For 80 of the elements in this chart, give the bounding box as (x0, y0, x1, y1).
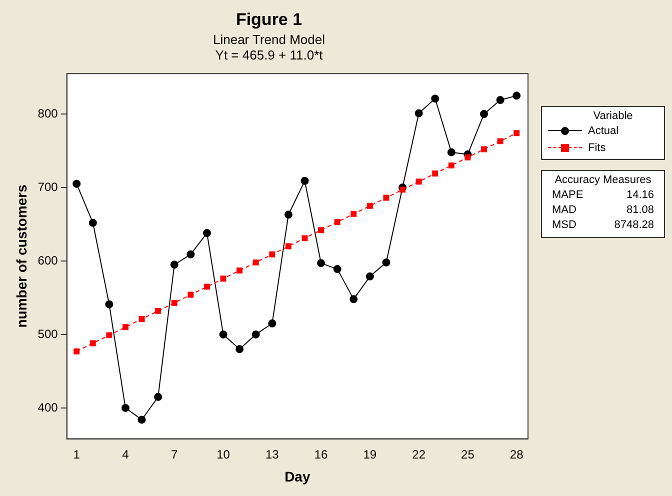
point (236, 345, 244, 354)
point (400, 186, 406, 193)
point (121, 404, 130, 412)
point (334, 219, 340, 226)
point (219, 330, 228, 338)
point (512, 92, 521, 100)
point (414, 109, 423, 118)
point (252, 259, 259, 266)
y-tick-label: 400 (38, 400, 58, 414)
x-tick-label: 10 (216, 447, 230, 462)
point (268, 319, 276, 328)
point (105, 300, 114, 308)
point (204, 284, 210, 290)
point (252, 330, 260, 338)
point (170, 260, 178, 269)
point (154, 392, 162, 401)
point (480, 110, 488, 118)
point (318, 227, 324, 234)
point (155, 308, 162, 314)
x-tick-label: 25 (461, 447, 475, 462)
point (284, 210, 292, 219)
point (448, 162, 454, 168)
point (300, 176, 309, 185)
point (138, 316, 145, 322)
point (496, 96, 504, 104)
point (497, 138, 504, 144)
legend-label: Fits (588, 142, 606, 154)
y-tick-label: 500 (38, 326, 58, 341)
point (366, 202, 373, 209)
point (464, 154, 471, 160)
y-tick-label: 800 (38, 106, 58, 120)
text: MSD 8748.28 (552, 219, 654, 231)
text: MAD 81.08 (552, 204, 654, 216)
x-axis-title: Day (284, 468, 310, 484)
point (431, 94, 440, 103)
point (350, 210, 357, 217)
point (285, 243, 292, 250)
point (432, 170, 438, 177)
text: MAPE 14.16 (552, 189, 654, 201)
point (202, 229, 211, 238)
point (220, 276, 226, 282)
point (72, 180, 81, 188)
x-tick-label: 16 (314, 447, 328, 462)
point (333, 265, 342, 274)
point (138, 416, 146, 424)
point (186, 250, 195, 258)
point (188, 292, 194, 298)
y-tick-label: 700 (38, 180, 58, 194)
point (236, 268, 243, 274)
x-tick-label: 7 (171, 447, 178, 462)
x-tick-label: 22 (412, 447, 426, 462)
point (74, 348, 80, 354)
point (481, 146, 487, 152)
y-tick-label: 600 (38, 253, 58, 268)
point (447, 148, 456, 156)
point (366, 272, 374, 280)
point (382, 258, 390, 266)
x-tick-label: 28 (510, 447, 524, 462)
point (350, 295, 358, 304)
point (416, 178, 422, 185)
x-tick-label: 13 (265, 447, 280, 462)
legend-title: Variable (592, 110, 634, 122)
point (514, 130, 520, 136)
text: Accuracy Measures (554, 174, 652, 186)
point (383, 194, 390, 201)
legend-label: Actual (588, 124, 619, 136)
point (171, 300, 178, 306)
chart-title: Figure 1 (236, 10, 302, 29)
y-axis-title: number of customers (13, 184, 30, 328)
x-tick-label: 4 (122, 447, 130, 462)
point (88, 218, 97, 227)
point (269, 251, 276, 258)
x-tick-label: 19 (363, 447, 377, 462)
chart-subtitle: Linear Trend Model Yt = 465.9 + 11.0*t (212, 32, 326, 62)
point (106, 332, 112, 338)
point (317, 259, 326, 268)
point (90, 340, 96, 346)
point (122, 324, 128, 330)
point (302, 235, 308, 242)
x-tick-label: 1 (73, 447, 80, 462)
